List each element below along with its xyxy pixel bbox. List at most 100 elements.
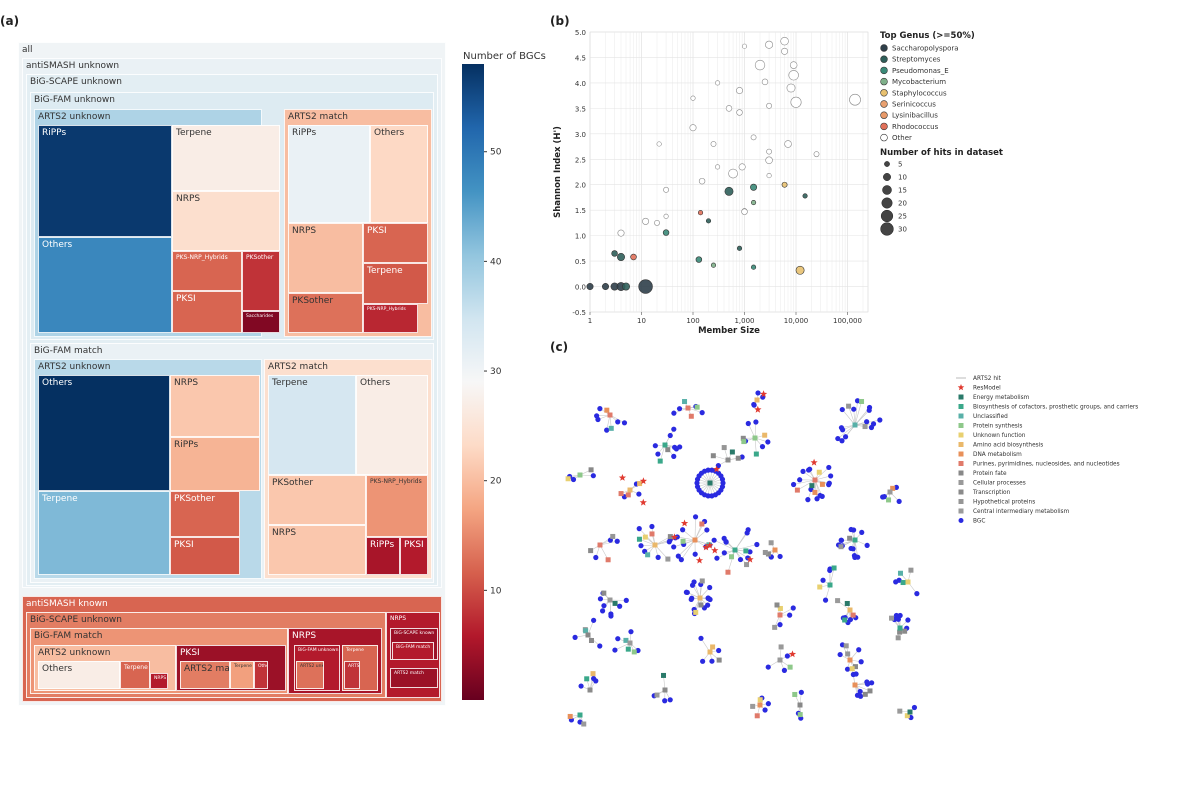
scatter-ytick-label: 0.5 <box>575 258 586 266</box>
treemap-cell-label: BiG-SCAPE unknown <box>30 615 122 625</box>
network-bgc-node <box>655 554 661 560</box>
network-bgc-node <box>675 553 681 559</box>
network-gene-node <box>627 487 633 493</box>
network-gene-node <box>698 602 704 608</box>
network-edge <box>677 536 696 541</box>
network-gene-node <box>612 600 618 606</box>
scatter-legend-genus-title: Top Genus (>=50%) <box>880 31 975 41</box>
treemap-cell: Terpene <box>120 661 150 689</box>
network-gene-node <box>661 672 667 678</box>
network-gene-node <box>605 557 611 563</box>
network-bgc-node <box>636 491 642 497</box>
network-gene-node <box>797 712 803 718</box>
network-bgc-node <box>787 612 793 618</box>
network-bgc-node <box>705 467 711 473</box>
scatter-legend-genus-label: Other <box>892 134 912 142</box>
scatter-legend-size-marker <box>882 185 892 195</box>
network-bgc-node <box>765 701 771 707</box>
network-gene-node <box>707 649 713 655</box>
network-gene-node <box>697 595 703 601</box>
scatter-point <box>736 109 743 116</box>
network-edge <box>734 532 748 551</box>
network-gene-node <box>838 544 844 550</box>
network-gene-node <box>757 702 763 708</box>
network-gene-node <box>765 551 771 557</box>
treemap-cell: Terpene <box>268 375 356 475</box>
network-gene-node <box>777 612 783 618</box>
network-gene-node <box>597 542 603 548</box>
scatter-point <box>750 183 758 191</box>
scatter-point <box>622 282 630 291</box>
network-bgc-node <box>638 543 644 549</box>
network-bgc-node <box>857 693 864 699</box>
network-gene-node <box>849 666 855 672</box>
treemap-cell: NRPS <box>150 673 168 689</box>
network-chart: ARTS2 hit ResModel Energy metabolism Biosyn… <box>565 376 1138 727</box>
network-gene-node <box>645 552 651 558</box>
network-bgc-node <box>578 683 584 689</box>
treemap-cell-label: NRPS <box>390 615 407 622</box>
scatter-legend-genus-marker <box>880 44 888 52</box>
network-gene-node <box>565 476 571 482</box>
scatter-point <box>784 140 792 148</box>
network-bgc-node <box>595 416 601 423</box>
network-resmodel-node <box>670 533 679 541</box>
network-bgc-node <box>790 605 796 611</box>
scatter-xtick-label: 10 <box>637 317 646 325</box>
network-gene-node <box>710 644 716 650</box>
colorbar-tick-label: 30 <box>490 367 502 377</box>
scatter-legend-size-label: 10 <box>898 174 907 182</box>
network-gene-node <box>716 657 722 663</box>
network-edge <box>814 475 831 481</box>
treemap-cell-label: ARTS2 unknown <box>38 362 111 372</box>
network-bgc-node <box>896 577 902 583</box>
treemap-cell-label: ARTS2 match <box>184 664 230 674</box>
network-legend-marker <box>957 384 965 391</box>
scatter-point <box>802 193 808 199</box>
network-edge <box>639 538 656 546</box>
treemap-cell-label: PKSI <box>404 540 424 550</box>
scatter-xtick-label: 1 <box>588 317 592 325</box>
treemap-cell-label: antiSMASH known <box>26 599 108 609</box>
treemap-cell-label: ARTS2 match <box>268 362 329 372</box>
scatter-point <box>695 256 703 263</box>
network-legend-marker <box>958 461 964 466</box>
scatter-point <box>654 220 660 226</box>
network-gene-node <box>812 489 818 495</box>
treemap-cell-label: antiSMASH unknown <box>26 61 120 71</box>
scatter-legend-genus-label: Lysinibacillus <box>892 112 938 120</box>
network-edge <box>848 406 856 426</box>
network-gene-node <box>682 399 688 405</box>
network-gene-node <box>694 404 700 410</box>
network-bgc-node <box>706 596 712 602</box>
network-legend-marker <box>958 470 964 476</box>
scatter-point <box>751 199 757 206</box>
network-edge <box>842 409 856 426</box>
network-bgc-node <box>765 439 771 445</box>
network-gene-node <box>754 713 760 719</box>
treemap-cell: Others <box>254 661 268 689</box>
network-gene-node <box>897 708 903 714</box>
network-gene-node <box>905 579 911 585</box>
network-bgc-node <box>854 398 861 404</box>
network-bgc-node <box>864 542 870 549</box>
network-legend-label: DNA metabolism <box>973 452 1022 458</box>
network-edge <box>678 539 696 557</box>
network-gene-node <box>797 702 803 708</box>
network-gene-node <box>852 682 858 688</box>
network-gene-node <box>867 688 873 694</box>
treemap-cell-label: PKS-NRP_Hybrids <box>370 478 422 485</box>
treemap-cell: Others <box>38 237 172 333</box>
network-gene-node <box>652 542 658 548</box>
network-legend-label: ResModel <box>973 386 1001 392</box>
network-gene-node <box>900 580 906 586</box>
network-edge <box>659 444 666 462</box>
treemap-cell-label: ARTS2 unknown <box>38 648 111 658</box>
network-bgc-node <box>709 493 715 499</box>
scatter-xtick-label: 100 <box>686 317 699 325</box>
network-bgc-node <box>826 480 832 486</box>
scatter-point <box>741 43 748 49</box>
network-gene-node <box>587 687 593 693</box>
scatter-ytick-label: 4.5 <box>575 54 586 62</box>
network-legend-label: ARTS2 hit <box>973 376 1002 382</box>
